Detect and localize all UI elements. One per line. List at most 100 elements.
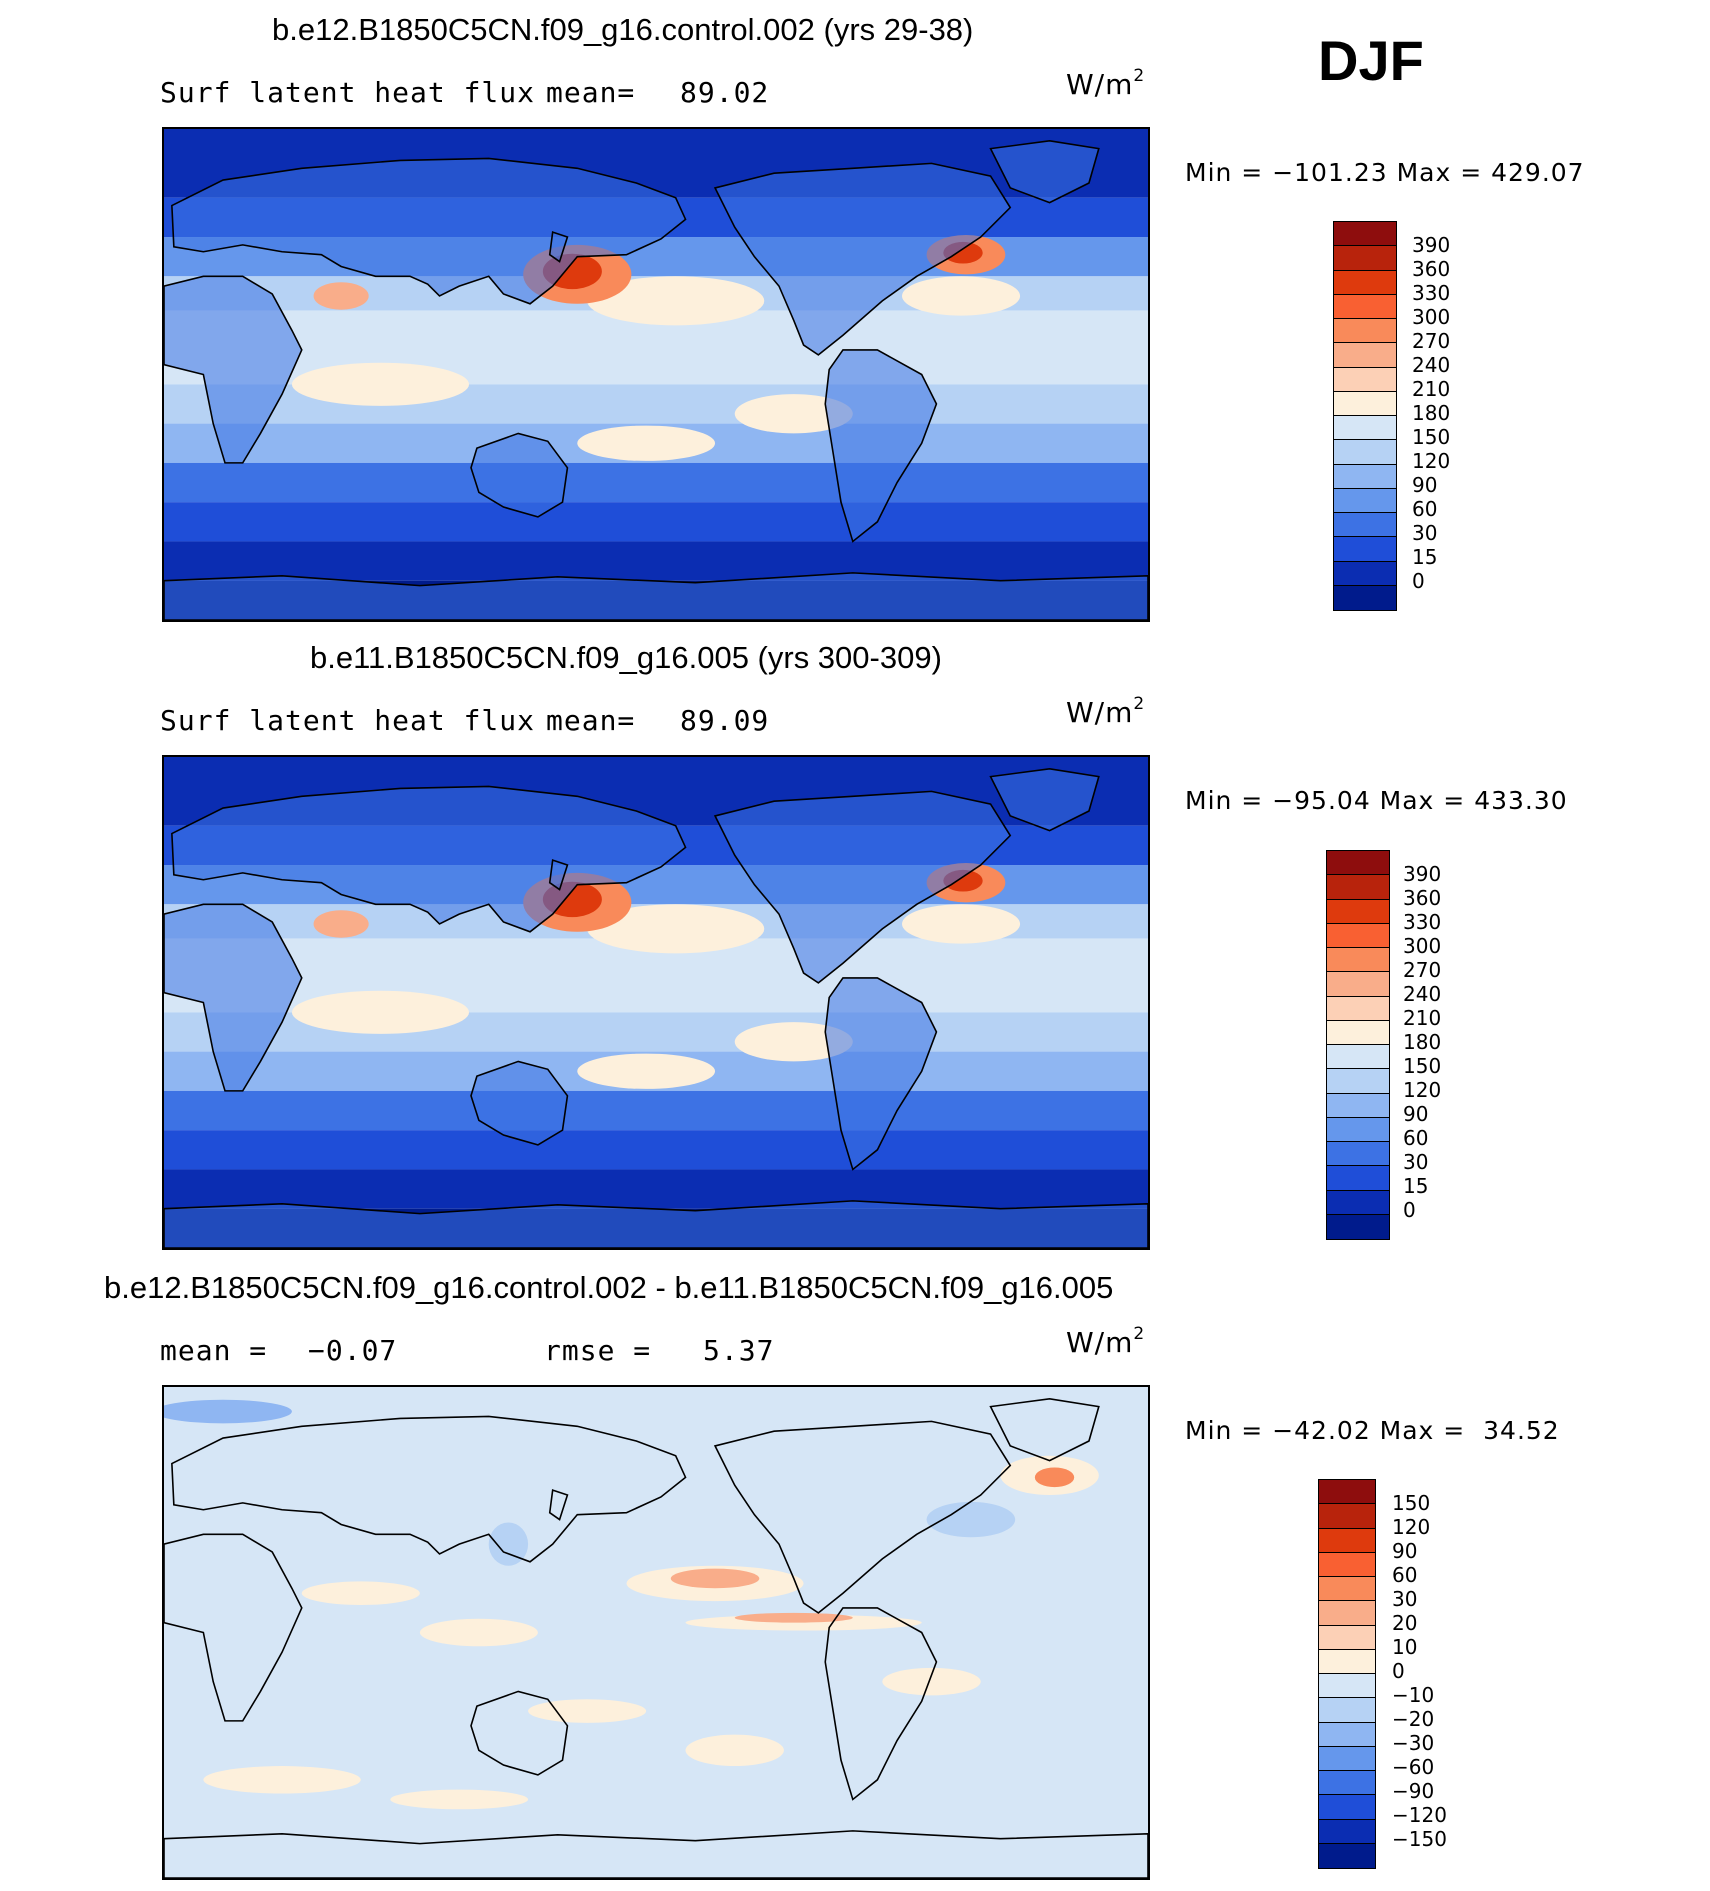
positive-anomaly	[390, 1789, 529, 1810]
colorbar-tick-label: 90	[1403, 1102, 1429, 1126]
coastline	[164, 1201, 1148, 1248]
colorbar-tick-label: −150	[1392, 1827, 1447, 1851]
colorbar-tick-label: 60	[1412, 497, 1438, 521]
colorbar-swatch	[1319, 1504, 1375, 1529]
mean-value: 89.02	[680, 76, 770, 109]
colorbar-tick-label: 150	[1392, 1491, 1431, 1515]
coastline	[991, 141, 1099, 203]
panel-title: b.e12.B1850C5CN.f09_g16.control.002 - b.…	[104, 1270, 1114, 1305]
colorbar-swatch	[1334, 561, 1396, 586]
mean-value: 89.09	[680, 704, 770, 737]
colorbar-tick-label: 90	[1392, 1539, 1418, 1563]
coastline	[550, 232, 568, 261]
map-svg	[164, 757, 1148, 1248]
warm-region	[291, 362, 470, 406]
colorbar-swatch	[1319, 1698, 1375, 1723]
coastline	[550, 1490, 568, 1519]
units-label: W/m2	[1066, 694, 1146, 729]
warm-region	[734, 1022, 853, 1062]
colorbar-swatch	[1327, 1045, 1389, 1070]
colorbar-labels: 150 120 90 60 30 20 10 0 −10 −20 −30 −60 −90 −120 −150	[1392, 1491, 1447, 1851]
colorbar-swatch	[1327, 1190, 1389, 1215]
colorbar-swatch	[1327, 1093, 1389, 1118]
contour-band	[164, 1387, 1148, 1878]
colorbar-swatch	[1334, 270, 1396, 295]
colorbar-swatch	[1327, 1020, 1389, 1045]
warm-region	[902, 904, 1021, 944]
contour-band	[164, 502, 1148, 542]
negative-anomaly	[164, 1399, 292, 1424]
mean-value: −0.07	[308, 1334, 398, 1367]
colorbar-swatch	[1334, 391, 1396, 416]
colorbar-tick-label: 240	[1412, 353, 1451, 377]
coastline	[715, 1421, 1010, 1612]
colorbar-swatch	[1319, 1819, 1375, 1844]
positive-anomaly	[528, 1699, 647, 1723]
colorbar-swatch	[1334, 294, 1396, 319]
min-max-label: Min = −42.02 Max = 34.52	[1185, 1416, 1560, 1445]
colorbar-swatch	[1327, 996, 1389, 1021]
colorbar-tick-label: −30	[1392, 1731, 1435, 1755]
colorbar-swatch	[1327, 1117, 1389, 1142]
min-max-label: Min = −101.23 Max = 429.07	[1185, 158, 1585, 187]
coastline	[471, 1691, 567, 1774]
colorbar-tick-label: 360	[1412, 257, 1451, 281]
colorbar-swatch	[1319, 1746, 1375, 1771]
colorbar-swatch	[1334, 222, 1396, 247]
positive-anomaly-strong	[670, 1568, 760, 1589]
warm-region	[577, 1053, 716, 1089]
colorbar-tick-label: 270	[1412, 329, 1451, 353]
map-plot	[162, 755, 1150, 1250]
colorbar-swatch	[1334, 488, 1396, 513]
units-label: W/m2	[1066, 1324, 1146, 1359]
colorbar-tick-label: 30	[1392, 1587, 1418, 1611]
colorbar-tick-label: 210	[1412, 377, 1451, 401]
coastline	[715, 791, 1010, 982]
colorbar-swatch	[1319, 1552, 1375, 1577]
colorbar-swatch	[1327, 899, 1389, 924]
coastline	[471, 433, 567, 516]
colorbar	[1326, 850, 1390, 1240]
colorbar-tick-label: 390	[1403, 862, 1442, 886]
positive-anomaly	[419, 1618, 538, 1647]
colorbar-tick-label: −60	[1392, 1755, 1435, 1779]
colorbar-tick-label: 180	[1403, 1030, 1442, 1054]
colorbar-swatch	[1327, 851, 1389, 876]
colorbar-tick-label: 15	[1403, 1174, 1429, 1198]
colorbar-swatch	[1327, 923, 1389, 948]
colorbar-tick-label: −10	[1392, 1683, 1435, 1707]
variable-label: Surf latent heat flux	[160, 76, 536, 109]
colorbar-swatch	[1334, 416, 1396, 441]
panel-title: b.e12.B1850C5CN.f09_g16.control.002 (yrs…	[272, 12, 974, 47]
map-plot	[162, 127, 1150, 622]
colorbar-swatch	[1319, 1722, 1375, 1747]
coastline	[164, 573, 1148, 620]
coastline	[825, 1608, 936, 1799]
mean-label: mean=	[546, 704, 636, 737]
warm-region	[587, 276, 765, 326]
colorbar-tick-label: 330	[1403, 910, 1442, 934]
colorbar-tick-label: 60	[1403, 1126, 1429, 1150]
variable-label: Surf latent heat flux	[160, 704, 536, 737]
coastline	[825, 350, 936, 541]
colorbar-tick-label: 210	[1403, 1006, 1442, 1030]
coastline	[172, 1416, 686, 1561]
colorbar-swatch	[1319, 1649, 1375, 1674]
map-plot	[162, 1385, 1150, 1880]
coastline	[715, 163, 1010, 354]
coastline	[550, 860, 568, 889]
colorbar-tick-label: 150	[1412, 425, 1451, 449]
colorbar-swatch	[1319, 1480, 1375, 1505]
negative-anomaly	[926, 1501, 1016, 1538]
map-svg	[164, 1387, 1148, 1878]
colorbar-swatch	[1319, 1577, 1375, 1602]
colorbar-swatch	[1334, 585, 1396, 610]
warm-region	[902, 276, 1021, 316]
colorbar	[1318, 1479, 1376, 1869]
coastline	[991, 769, 1099, 831]
colorbar-tick-label: 20	[1392, 1611, 1418, 1635]
warm-region	[734, 394, 853, 434]
colorbar-tick-label: 270	[1403, 958, 1442, 982]
colorbar-labels: 390 360 330 300 270 240 210 180 150 120 90 60 30 15 0	[1412, 233, 1450, 593]
coastline	[172, 158, 686, 303]
